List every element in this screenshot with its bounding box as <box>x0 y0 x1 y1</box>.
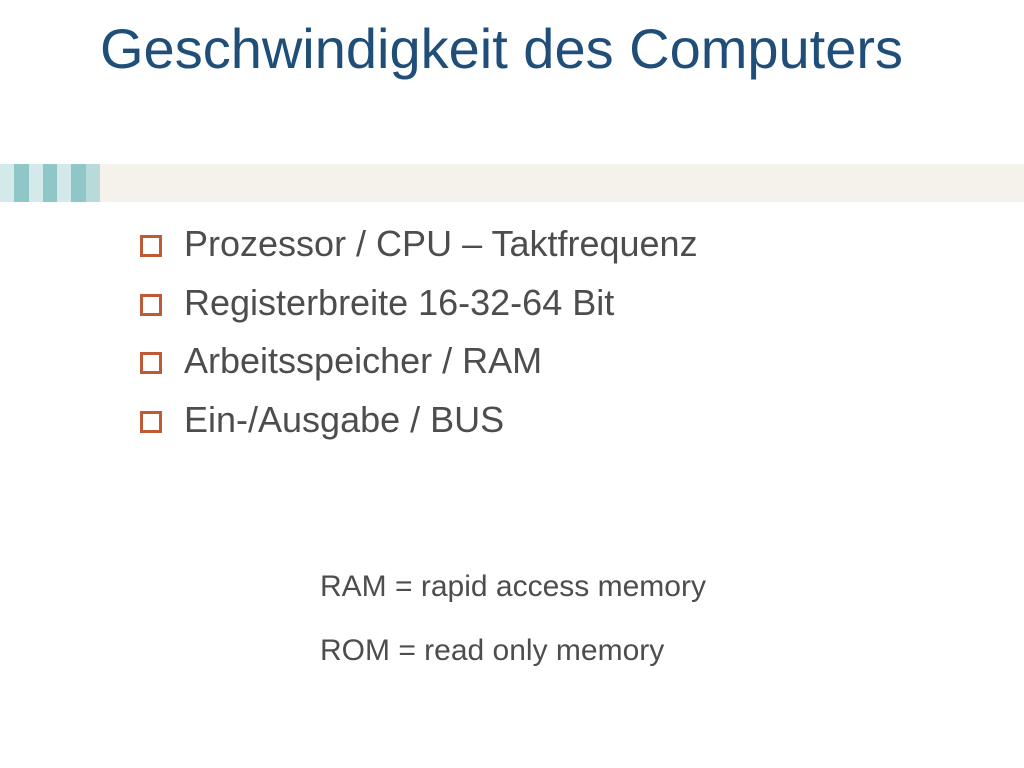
bullet-item: Prozessor / CPU – Taktfrequenz <box>140 220 960 269</box>
stripe-bar <box>86 164 100 202</box>
bullet-label: Prozessor / CPU – Taktfrequenz <box>184 220 698 269</box>
bullet-label: Ein-/Ausgabe / BUS <box>184 396 504 445</box>
stripe-bar <box>0 164 14 202</box>
bullet-list: Prozessor / CPU – Taktfrequenz Registerbr… <box>140 220 960 454</box>
title-block: Geschwindigkeit des Computers <box>100 18 960 81</box>
bullet-item: Arbeitsspeicher / RAM <box>140 337 960 386</box>
square-bullet-icon <box>140 294 162 316</box>
stripe-bar <box>29 164 43 202</box>
slide-title: Geschwindigkeit des Computers <box>100 18 960 81</box>
stripe-lead-bars <box>0 164 100 202</box>
presentation-slide: Geschwindigkeit des Computers Prozessor … <box>0 0 1024 768</box>
note-line: RAM = rapid access memory <box>320 570 960 604</box>
bullet-label: Arbeitsspeicher / RAM <box>184 337 542 386</box>
decorative-stripe <box>0 164 1024 202</box>
stripe-bar <box>43 164 57 202</box>
note-line: ROM = read only memory <box>320 634 960 668</box>
stripe-tail <box>100 164 1024 202</box>
bullet-item: Ein-/Ausgabe / BUS <box>140 396 960 445</box>
bullet-label: Registerbreite 16-32-64 Bit <box>184 279 614 328</box>
stripe-bar <box>57 164 71 202</box>
stripe-bar <box>71 164 85 202</box>
notes-block: RAM = rapid access memory ROM = read only… <box>320 570 960 698</box>
bullet-item: Registerbreite 16-32-64 Bit <box>140 279 960 328</box>
square-bullet-icon <box>140 235 162 257</box>
square-bullet-icon <box>140 352 162 374</box>
stripe-bar <box>14 164 28 202</box>
square-bullet-icon <box>140 411 162 433</box>
